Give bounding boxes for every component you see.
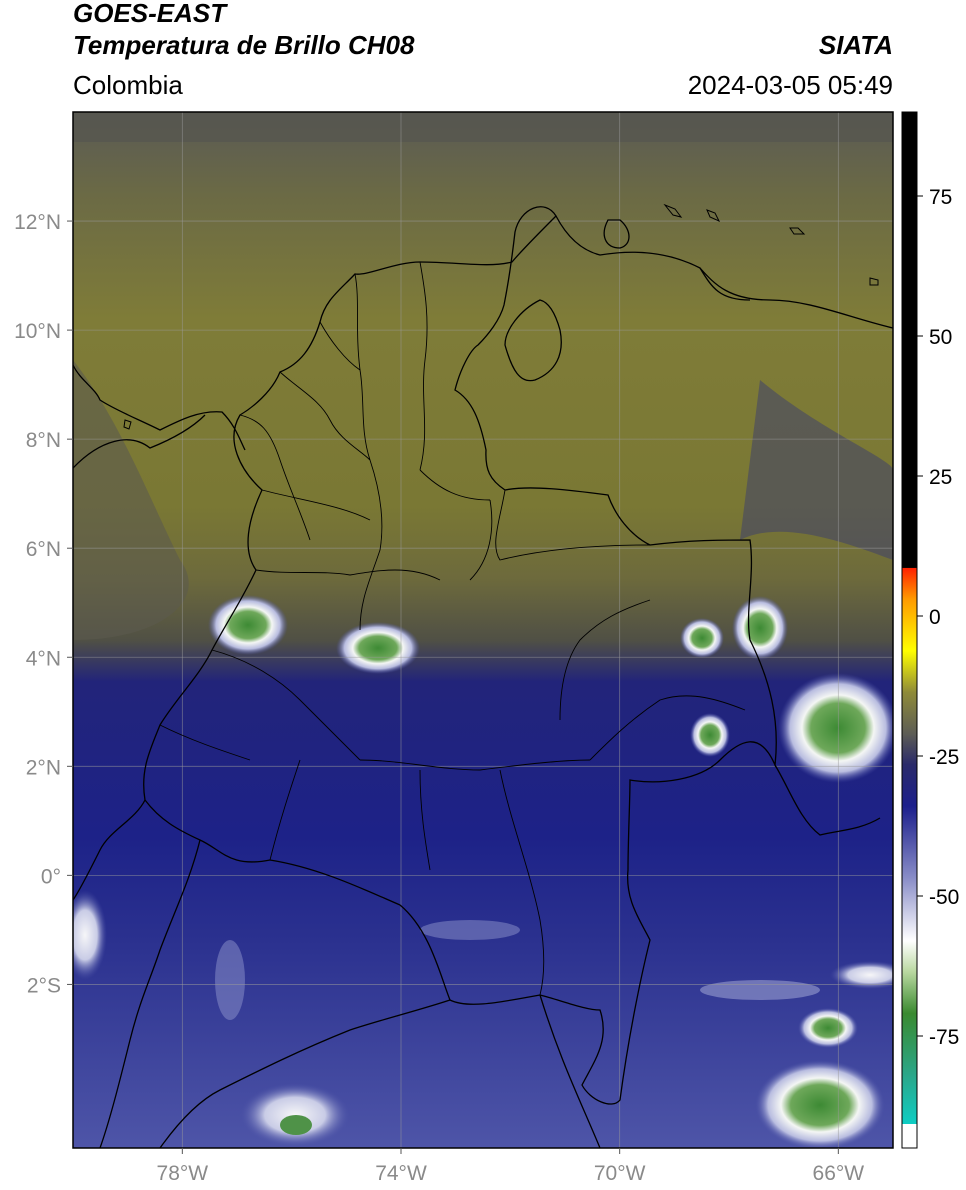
department-borders bbox=[159, 261, 746, 996]
country-borders bbox=[73, 206, 893, 1148]
lat-tick-label: 10°N bbox=[14, 320, 61, 343]
brightness-temperature-field bbox=[73, 112, 893, 1148]
region-label: Colombia bbox=[73, 70, 183, 100]
lat-tick-label: 4°N bbox=[26, 647, 61, 670]
lon-tick-label: 66°W bbox=[813, 1162, 865, 1185]
lat-tick-label: 8°N bbox=[26, 429, 61, 452]
colorbar-tick-label: 75 bbox=[929, 186, 952, 209]
lat-tick-label: 2°N bbox=[26, 756, 61, 779]
colorbar-tick-label: 50 bbox=[929, 326, 952, 349]
datetime-label: 2024-03-05 05:49 bbox=[687, 70, 893, 100]
colorbar-tick-label: -50 bbox=[929, 886, 959, 909]
colorbar-tick-label: 25 bbox=[929, 466, 952, 489]
colorbar-tick-label: -75 bbox=[929, 1026, 959, 1049]
organization-label: SIATA bbox=[818, 30, 893, 60]
colorbar-bottom-swatch bbox=[902, 1124, 917, 1148]
colorbar-frame bbox=[901, 111, 918, 1149]
lon-tick-label: 70°W bbox=[594, 1162, 646, 1185]
lat-tick-label: 6°N bbox=[26, 538, 61, 561]
colorbar-tick-label: 0 bbox=[929, 606, 941, 629]
graticule bbox=[73, 112, 893, 1148]
lat-tick-label: 12°N bbox=[14, 211, 61, 234]
lon-tick-label: 74°W bbox=[375, 1162, 427, 1185]
lon-tick-label: 78°W bbox=[157, 1162, 209, 1185]
colorbar-axis: 75 50 25 0 -25 -50 -75 bbox=[917, 186, 959, 1049]
title-line2: Temperatura de Brillo CH08 bbox=[73, 30, 415, 60]
colorbar-tick-label: -25 bbox=[929, 746, 959, 769]
colorbar-gradient bbox=[902, 112, 917, 1148]
latitude-axis: 12°N 10°N 8°N 6°N 4°N 2°N 0° 2°S bbox=[14, 211, 73, 997]
title-line1: GOES-EAST bbox=[73, 0, 227, 28]
lat-tick-label: 2°S bbox=[27, 974, 61, 997]
lat-tick-label: 0° bbox=[41, 865, 61, 888]
map-frame bbox=[72, 111, 894, 1149]
islands bbox=[123, 203, 879, 430]
longitude-axis: 78°W 74°W 70°W 66°W bbox=[157, 1148, 865, 1185]
